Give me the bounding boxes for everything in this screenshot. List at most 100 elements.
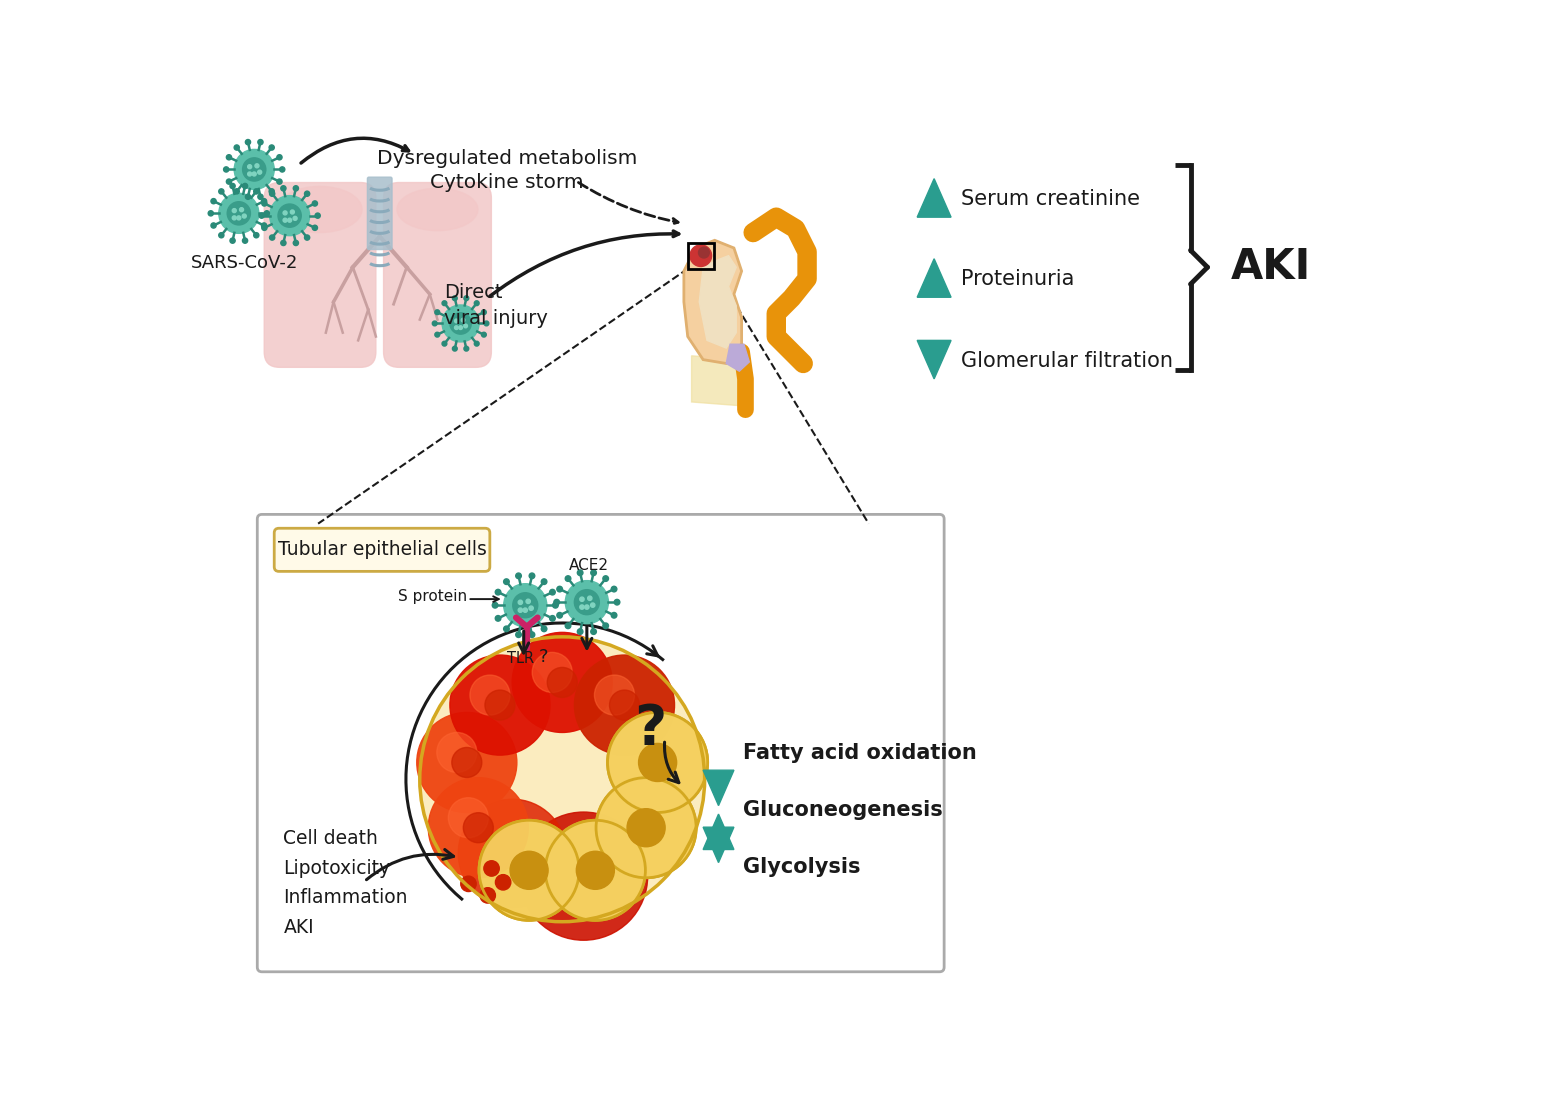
Circle shape [312, 225, 318, 231]
Circle shape [496, 616, 500, 622]
Circle shape [232, 209, 237, 213]
Circle shape [455, 326, 458, 329]
Circle shape [496, 874, 511, 890]
Circle shape [596, 777, 697, 878]
Circle shape [518, 601, 522, 605]
Circle shape [226, 179, 232, 184]
Circle shape [510, 851, 549, 890]
Circle shape [608, 712, 708, 813]
Bar [688, 243, 714, 268]
Circle shape [483, 861, 499, 877]
Circle shape [231, 183, 235, 189]
Circle shape [455, 319, 458, 322]
Circle shape [529, 606, 533, 611]
Text: SARS-CoV-2: SARS-CoV-2 [192, 254, 299, 273]
Circle shape [627, 809, 666, 847]
Circle shape [513, 593, 538, 618]
Circle shape [248, 164, 251, 169]
Circle shape [304, 191, 310, 197]
Circle shape [611, 613, 617, 618]
FancyBboxPatch shape [263, 182, 376, 368]
Circle shape [461, 877, 475, 892]
Circle shape [281, 241, 285, 245]
Circle shape [443, 341, 447, 346]
Text: Cytokine storm: Cytokine storm [430, 172, 583, 191]
Circle shape [293, 216, 298, 221]
Circle shape [574, 590, 599, 615]
Text: Glycolysis: Glycolysis [744, 857, 861, 878]
Circle shape [234, 145, 240, 150]
Circle shape [479, 820, 578, 921]
Circle shape [254, 233, 259, 237]
Circle shape [449, 798, 488, 838]
Circle shape [262, 201, 267, 206]
Circle shape [547, 668, 577, 698]
Circle shape [262, 225, 267, 231]
Circle shape [482, 310, 486, 315]
Circle shape [452, 747, 482, 777]
Circle shape [493, 603, 497, 608]
Circle shape [419, 637, 705, 922]
Circle shape [610, 690, 639, 720]
Circle shape [639, 743, 677, 782]
Circle shape [443, 305, 479, 342]
Circle shape [416, 712, 518, 813]
Circle shape [608, 712, 708, 813]
Circle shape [435, 310, 440, 315]
Circle shape [234, 149, 274, 190]
Circle shape [465, 296, 469, 300]
Circle shape [270, 195, 310, 235]
Circle shape [691, 245, 711, 266]
Circle shape [513, 633, 613, 732]
Circle shape [451, 655, 550, 755]
Circle shape [591, 570, 597, 575]
Circle shape [243, 158, 267, 181]
Circle shape [552, 603, 558, 608]
Circle shape [243, 238, 248, 243]
Circle shape [541, 578, 547, 584]
FancyBboxPatch shape [274, 528, 490, 572]
Text: Direct
viral injury: Direct viral injury [444, 283, 547, 328]
Circle shape [257, 194, 263, 200]
Circle shape [245, 139, 251, 145]
Circle shape [452, 296, 457, 300]
Circle shape [639, 743, 677, 782]
Circle shape [577, 570, 583, 575]
Circle shape [461, 318, 465, 322]
Circle shape [263, 211, 270, 216]
Polygon shape [700, 256, 736, 348]
Circle shape [504, 578, 510, 584]
Circle shape [257, 139, 263, 145]
Circle shape [577, 851, 614, 890]
Circle shape [580, 597, 585, 602]
Circle shape [262, 223, 267, 229]
Circle shape [458, 799, 566, 907]
Circle shape [279, 167, 285, 172]
Polygon shape [726, 344, 750, 371]
Text: ?: ? [635, 702, 667, 756]
Circle shape [240, 208, 243, 212]
Circle shape [210, 223, 217, 229]
Circle shape [596, 777, 697, 878]
Circle shape [254, 189, 259, 194]
Circle shape [516, 631, 521, 637]
Circle shape [315, 213, 320, 219]
Circle shape [546, 820, 645, 921]
Circle shape [284, 219, 287, 222]
Circle shape [284, 211, 287, 215]
Circle shape [482, 332, 486, 337]
Circle shape [443, 300, 447, 306]
Circle shape [550, 616, 555, 622]
Circle shape [504, 584, 547, 627]
Circle shape [248, 172, 251, 176]
Text: ?: ? [539, 648, 549, 667]
Circle shape [270, 189, 274, 194]
Circle shape [603, 623, 608, 628]
Circle shape [519, 813, 647, 941]
Circle shape [529, 631, 535, 637]
Polygon shape [684, 241, 742, 363]
Circle shape [257, 170, 262, 174]
Circle shape [465, 347, 469, 351]
Circle shape [516, 573, 521, 578]
Text: Dysregulated metabolism: Dysregulated metabolism [377, 149, 638, 169]
